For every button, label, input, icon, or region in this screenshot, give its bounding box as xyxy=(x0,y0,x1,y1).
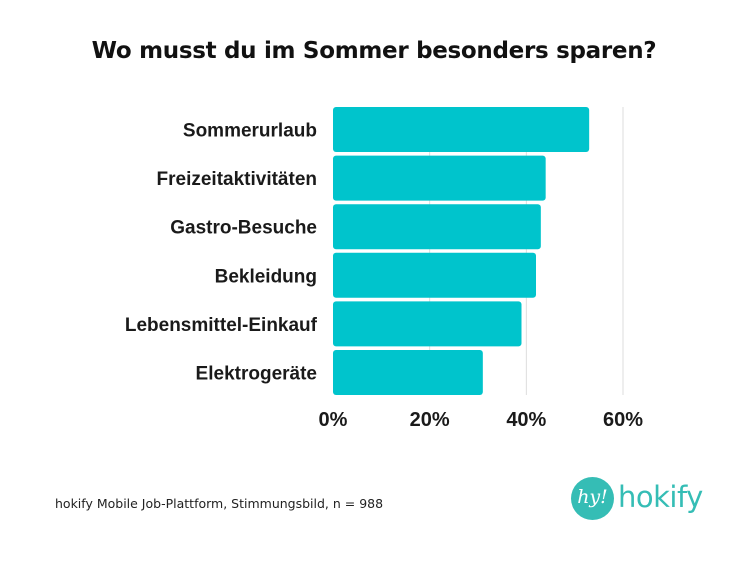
x-axis-ticks: 0% 20% 40% 60% xyxy=(319,409,644,431)
category-label: Elektrogeräte xyxy=(196,364,317,385)
bar xyxy=(333,204,541,250)
bar xyxy=(333,252,536,298)
logo-circle-icon xyxy=(571,477,614,520)
bar xyxy=(333,155,546,201)
hokify-logo: hy! hokify xyxy=(571,477,703,521)
x-tick-label: 0% xyxy=(319,409,348,431)
category-labels: Sommerurlaub Freizeitaktivitäten Gastro-Be… xyxy=(125,121,318,385)
x-tick-label: 20% xyxy=(410,409,450,431)
category-label: Lebensmittel-Einkauf xyxy=(125,315,318,336)
category-label: Sommerurlaub xyxy=(183,121,317,142)
source-note: hokify Mobile Job-Plattform, Stimmungsbi… xyxy=(55,496,384,511)
bar xyxy=(333,350,483,395)
chart-title: Wo musst du im Sommer besonders sparen? xyxy=(91,38,657,64)
category-label: Gastro-Besuche xyxy=(170,218,317,239)
category-label: Bekleidung xyxy=(215,266,317,287)
gridlines xyxy=(429,107,624,395)
bars xyxy=(333,107,590,395)
bar xyxy=(333,107,590,152)
bar xyxy=(333,301,522,347)
logo-mark: hy! xyxy=(577,486,608,508)
x-tick-label: 60% xyxy=(603,409,643,431)
x-tick-label: 40% xyxy=(506,409,546,431)
logo-wordmark: hokify xyxy=(618,480,703,514)
category-label: Freizeitaktivitäten xyxy=(157,169,318,190)
